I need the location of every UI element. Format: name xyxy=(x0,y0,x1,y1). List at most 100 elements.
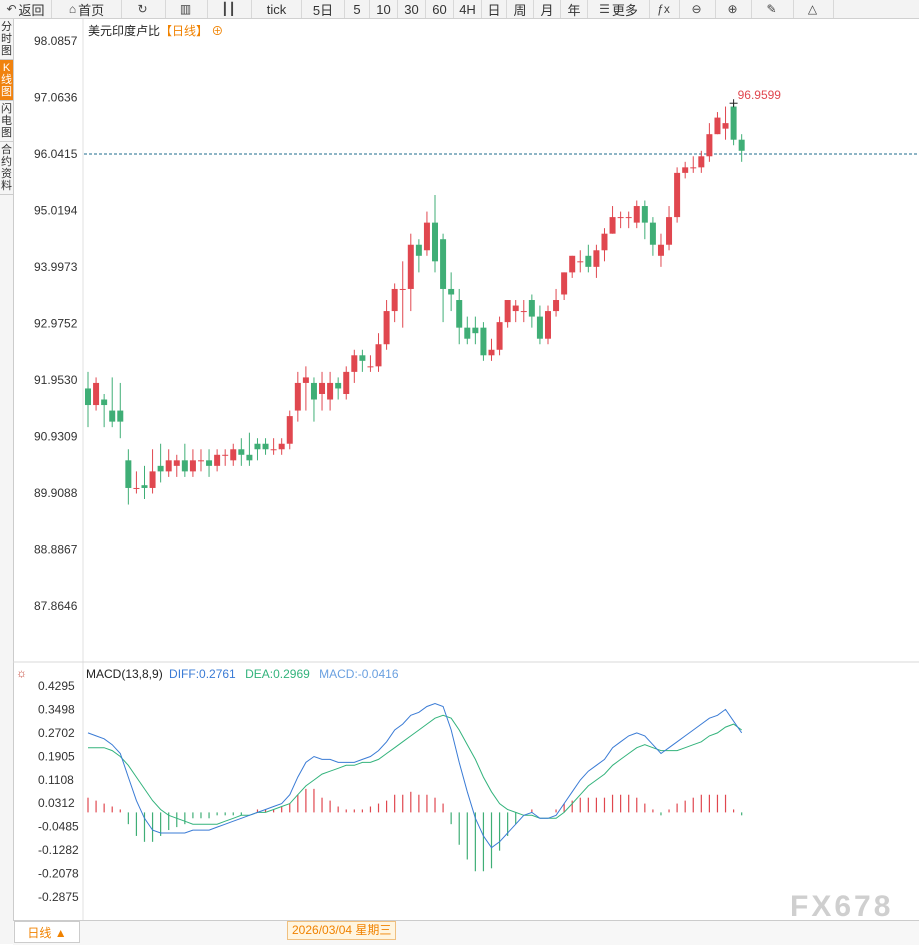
bar-chart-icon: ▥ xyxy=(179,2,192,16)
toolbar-item-text-5[interactable]: tick xyxy=(252,0,302,18)
candle-body xyxy=(706,134,713,157)
macd-tick-label: -0.0485 xyxy=(38,820,79,834)
toolbar-item-text-0[interactable]: ↶ 返回 xyxy=(0,0,52,18)
macd-name[interactable]: MACD(13,8,9) xyxy=(86,667,163,681)
candle-body xyxy=(633,206,640,223)
refresh-icon: ↻ xyxy=(137,2,148,16)
candle-body xyxy=(399,288,406,290)
crosshair-date-tip: 2026/03/04 星期三 xyxy=(287,921,397,940)
bottom-bar xyxy=(13,920,919,945)
toolbar-item-text-11[interactable]: 4H xyxy=(454,0,482,18)
toolbar-item-pencil-20[interactable]: ✎ xyxy=(752,0,794,18)
toolbar-item-triangle-21[interactable]: △ xyxy=(794,0,834,18)
toolbar-item-text-7[interactable]: 5 xyxy=(345,0,370,18)
zoom-out-icon: ⊖ xyxy=(691,2,702,16)
macd-diff-label: DIFF:0.2761 xyxy=(169,667,236,681)
candle-body xyxy=(432,222,439,262)
candle-body xyxy=(141,485,148,488)
toolbar-item-text-6[interactable]: 5日 xyxy=(302,0,345,18)
candle-body xyxy=(383,311,390,345)
toolbar-item-fx-17[interactable]: ƒx xyxy=(650,0,680,18)
candle-body xyxy=(181,460,188,472)
candle-body xyxy=(359,355,366,361)
candle-body xyxy=(133,487,140,489)
toolbar-item-text-1[interactable]: ⌂ 首页 xyxy=(52,0,122,18)
toolbar-item-zoom-out-18[interactable]: ⊖ xyxy=(680,0,716,18)
candle-body xyxy=(391,288,398,312)
toolbar-label: tick xyxy=(266,1,287,17)
chart-title: 美元印度卢比【日线】 ⊕ xyxy=(88,22,223,39)
toolbar-item-refresh-2[interactable]: ↻ xyxy=(122,0,166,18)
candle-body xyxy=(262,443,269,450)
candle-body xyxy=(85,388,91,406)
candle-body xyxy=(407,244,414,289)
period-selector-button[interactable]: 日线 ▲ xyxy=(14,921,80,943)
candle-body xyxy=(657,244,664,256)
candle-body xyxy=(561,272,568,295)
candle-body xyxy=(173,460,180,466)
pencil-icon: ✎ xyxy=(766,2,777,16)
toolbar-item-text-13[interactable]: 周 xyxy=(507,0,534,18)
candle-body xyxy=(367,366,374,368)
toolbar-item-candle-4[interactable]: ┃┃ xyxy=(208,0,252,18)
candle-body xyxy=(214,454,221,466)
candle-body xyxy=(690,167,697,169)
toolbar-label: 4H xyxy=(459,1,476,17)
candle-body xyxy=(544,311,551,339)
toolbar-label: 60 xyxy=(432,1,447,17)
sidebar-tab-3[interactable]: 合约资料 xyxy=(0,142,13,195)
candle-body xyxy=(375,344,382,367)
macd-tick-label: -0.2078 xyxy=(38,867,79,881)
candle-body xyxy=(593,250,600,267)
candle-body xyxy=(310,382,317,400)
toolbar-item-text-15[interactable]: 年 xyxy=(561,0,588,18)
candle-body xyxy=(601,233,608,251)
symbol-name: 美元印度卢比 xyxy=(88,24,161,38)
price-tick-label: 87.8646 xyxy=(34,599,78,613)
price-tick-label: 88.8867 xyxy=(34,543,78,557)
toolbar-label: 5 xyxy=(353,1,361,17)
menu-icon: ☰ xyxy=(599,2,610,16)
price-tick-label: 92.9752 xyxy=(34,316,78,330)
candle-body xyxy=(415,244,422,256)
candle-body xyxy=(294,382,301,411)
toolbar-item-text-16[interactable]: ☰ 更多 xyxy=(588,0,650,18)
candle-body xyxy=(335,382,342,389)
add-symbol-icon[interactable]: ⊕ xyxy=(211,24,224,38)
toolbar-item-zoom-in-19[interactable]: ⊕ xyxy=(716,0,752,18)
sidebar-tab-0[interactable]: 分时图 xyxy=(0,19,13,60)
sidebar-tab-2[interactable]: 闪电图 xyxy=(0,101,13,142)
candle-body xyxy=(674,172,681,218)
macd-tick-label: 0.1905 xyxy=(38,749,75,763)
toolbar-item-text-14[interactable]: 月 xyxy=(534,0,561,18)
candle-body xyxy=(230,449,237,461)
fx-icon: ƒx xyxy=(657,2,670,16)
candle-body xyxy=(496,322,503,350)
toolbar-label: 5日 xyxy=(312,2,334,18)
candle-body xyxy=(625,217,632,219)
candle-body xyxy=(682,167,689,173)
price-tick-label: 97.0636 xyxy=(34,90,78,104)
toolbar-item-text-8[interactable]: 10 xyxy=(370,0,398,18)
candle-body xyxy=(149,471,156,488)
toolbar-item-text-10[interactable]: 60 xyxy=(426,0,454,18)
candle-body xyxy=(165,460,172,472)
candle-body xyxy=(504,300,511,323)
toolbar-item-text-9[interactable]: 30 xyxy=(398,0,426,18)
toolbar-item-text-12[interactable]: 日 xyxy=(482,0,507,18)
macd-value-label: MACD:-0.0416 xyxy=(319,667,399,681)
candle-body xyxy=(238,449,245,455)
timeframe-label[interactable]: 【日线】 xyxy=(160,24,209,38)
candle-body xyxy=(464,327,471,339)
candle-body xyxy=(109,410,116,422)
candle-body xyxy=(714,117,721,135)
candle-body xyxy=(488,349,495,356)
candle-body xyxy=(222,454,229,456)
candle-body xyxy=(246,454,253,461)
candle-body xyxy=(117,410,124,422)
candle-body xyxy=(512,305,519,312)
toolbar-item-bar-chart-3[interactable]: ▥ xyxy=(166,0,208,18)
